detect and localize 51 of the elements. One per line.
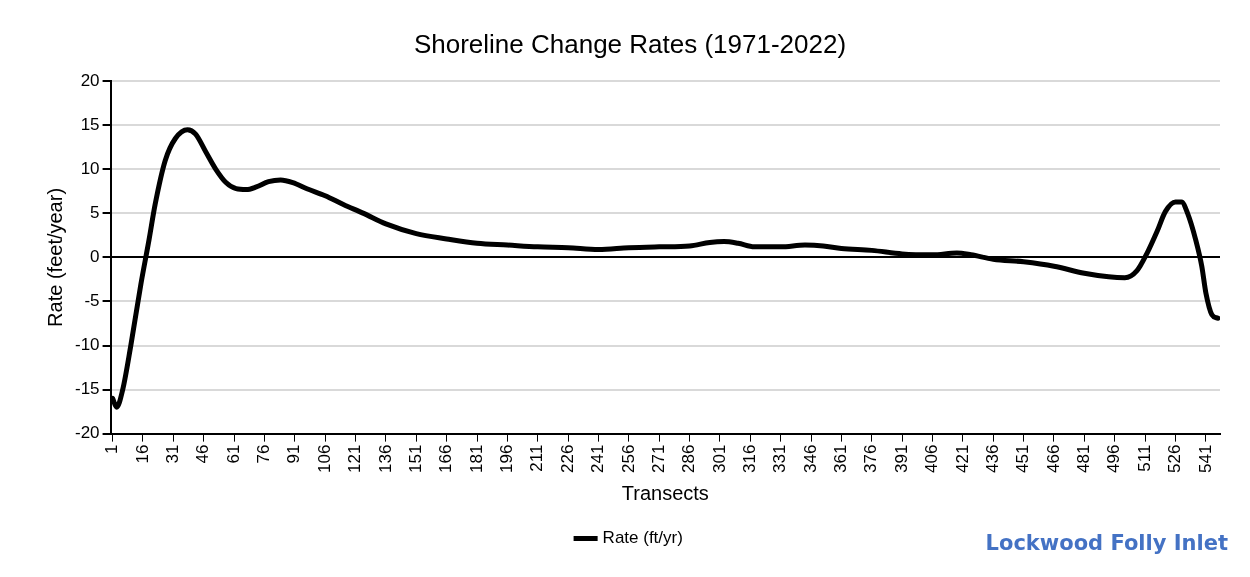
y-tick-label: -10 — [74, 335, 100, 355]
x-tick-label: 31 — [163, 444, 183, 464]
x-tick-label: 331 — [770, 444, 790, 474]
x-tick-label: 376 — [861, 444, 881, 474]
y-tick-label: 15 — [80, 114, 100, 134]
x-tick-label: 76 — [254, 444, 274, 464]
x-tick-label: 256 — [618, 444, 638, 474]
x-tick-label: 286 — [679, 444, 699, 474]
x-tick-label: 496 — [1104, 444, 1124, 474]
x-tick-label: 436 — [982, 444, 1002, 474]
x-tick-label: 511 — [1134, 444, 1154, 472]
y-tick-label: -20 — [74, 423, 100, 443]
x-tick-label: 136 — [375, 444, 395, 474]
x-tick-label: 106 — [314, 444, 334, 474]
x-tick-label: 241 — [588, 444, 608, 474]
x-tick-label: 166 — [436, 444, 456, 474]
legend-label: Rate (ft/yr) — [602, 528, 683, 548]
x-tick-label: 121 — [345, 444, 365, 474]
x-tick-label: 481 — [1074, 444, 1094, 474]
x-tick-label: 1 — [102, 444, 122, 455]
x-tick-label: 61 — [223, 444, 243, 464]
x-tick-label: 181 — [466, 444, 486, 474]
y-tick-label: -5 — [84, 291, 100, 311]
x-tick-label: 361 — [831, 444, 851, 474]
x-tick-label: 346 — [800, 444, 820, 474]
y-tick-label: -15 — [74, 379, 100, 399]
x-tick-label: 301 — [709, 444, 729, 474]
x-tick-label: 451 — [1013, 444, 1033, 474]
y-tick-label: 10 — [80, 159, 100, 178]
x-tick-label: 196 — [497, 444, 517, 474]
chart-title: Shoreline Change Rates (1971-2022) — [413, 28, 847, 59]
x-tick-label: 526 — [1165, 444, 1185, 474]
x-tick-label: 541 — [1195, 444, 1215, 474]
y-tick-label: 5 — [90, 203, 100, 223]
x-tick-label: 391 — [891, 444, 911, 474]
x-tick-label: 421 — [952, 444, 972, 474]
x-tick-label: 91 — [284, 444, 304, 464]
x-tick-label: 271 — [648, 444, 668, 474]
x-tick-label: 16 — [132, 444, 152, 464]
x-tick-label: 151 — [405, 444, 425, 474]
y-tick-label: 0 — [90, 247, 100, 267]
x-tick-label: 316 — [740, 444, 759, 474]
x-tick-label: 406 — [922, 444, 942, 474]
text: Lockwood Folly Inlet — [985, 531, 1228, 555]
x-tick-label: 46 — [193, 444, 213, 464]
x-tick-label: 211 — [527, 444, 547, 472]
x-tick-label: 466 — [1043, 444, 1063, 474]
x-tick-label: 226 — [557, 444, 577, 474]
y-tick-label: 20 — [80, 70, 100, 90]
x-axis-title: Transects — [621, 481, 709, 504]
y-axis-title: Rate (feet/year) — [43, 187, 66, 327]
